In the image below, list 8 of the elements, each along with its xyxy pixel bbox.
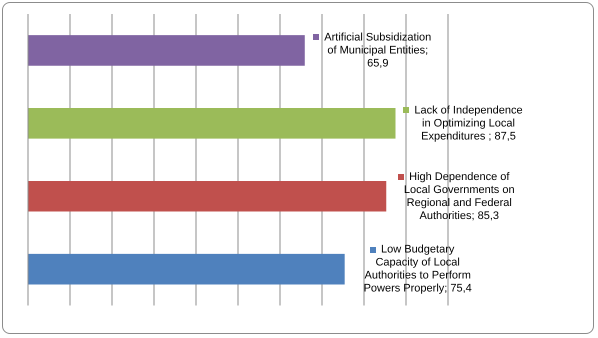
data-label: Lack of Independence in Optimizing Local Expenditures ; 87,5 bbox=[414, 104, 523, 142]
data-label: High Dependence of Local Governments on Regional and Federal Authorities; 85,3 bbox=[404, 170, 515, 222]
bar bbox=[28, 180, 386, 212]
bar bbox=[28, 108, 396, 139]
bar bbox=[28, 35, 305, 66]
data-label: Artificial Subsidization of Municipal Entities; 65,9 bbox=[324, 31, 432, 70]
data-label: Low Budgetary Capacity of Local Authorities to Perform Powers Properly; 75,4 bbox=[364, 244, 472, 295]
bar bbox=[28, 254, 345, 284]
